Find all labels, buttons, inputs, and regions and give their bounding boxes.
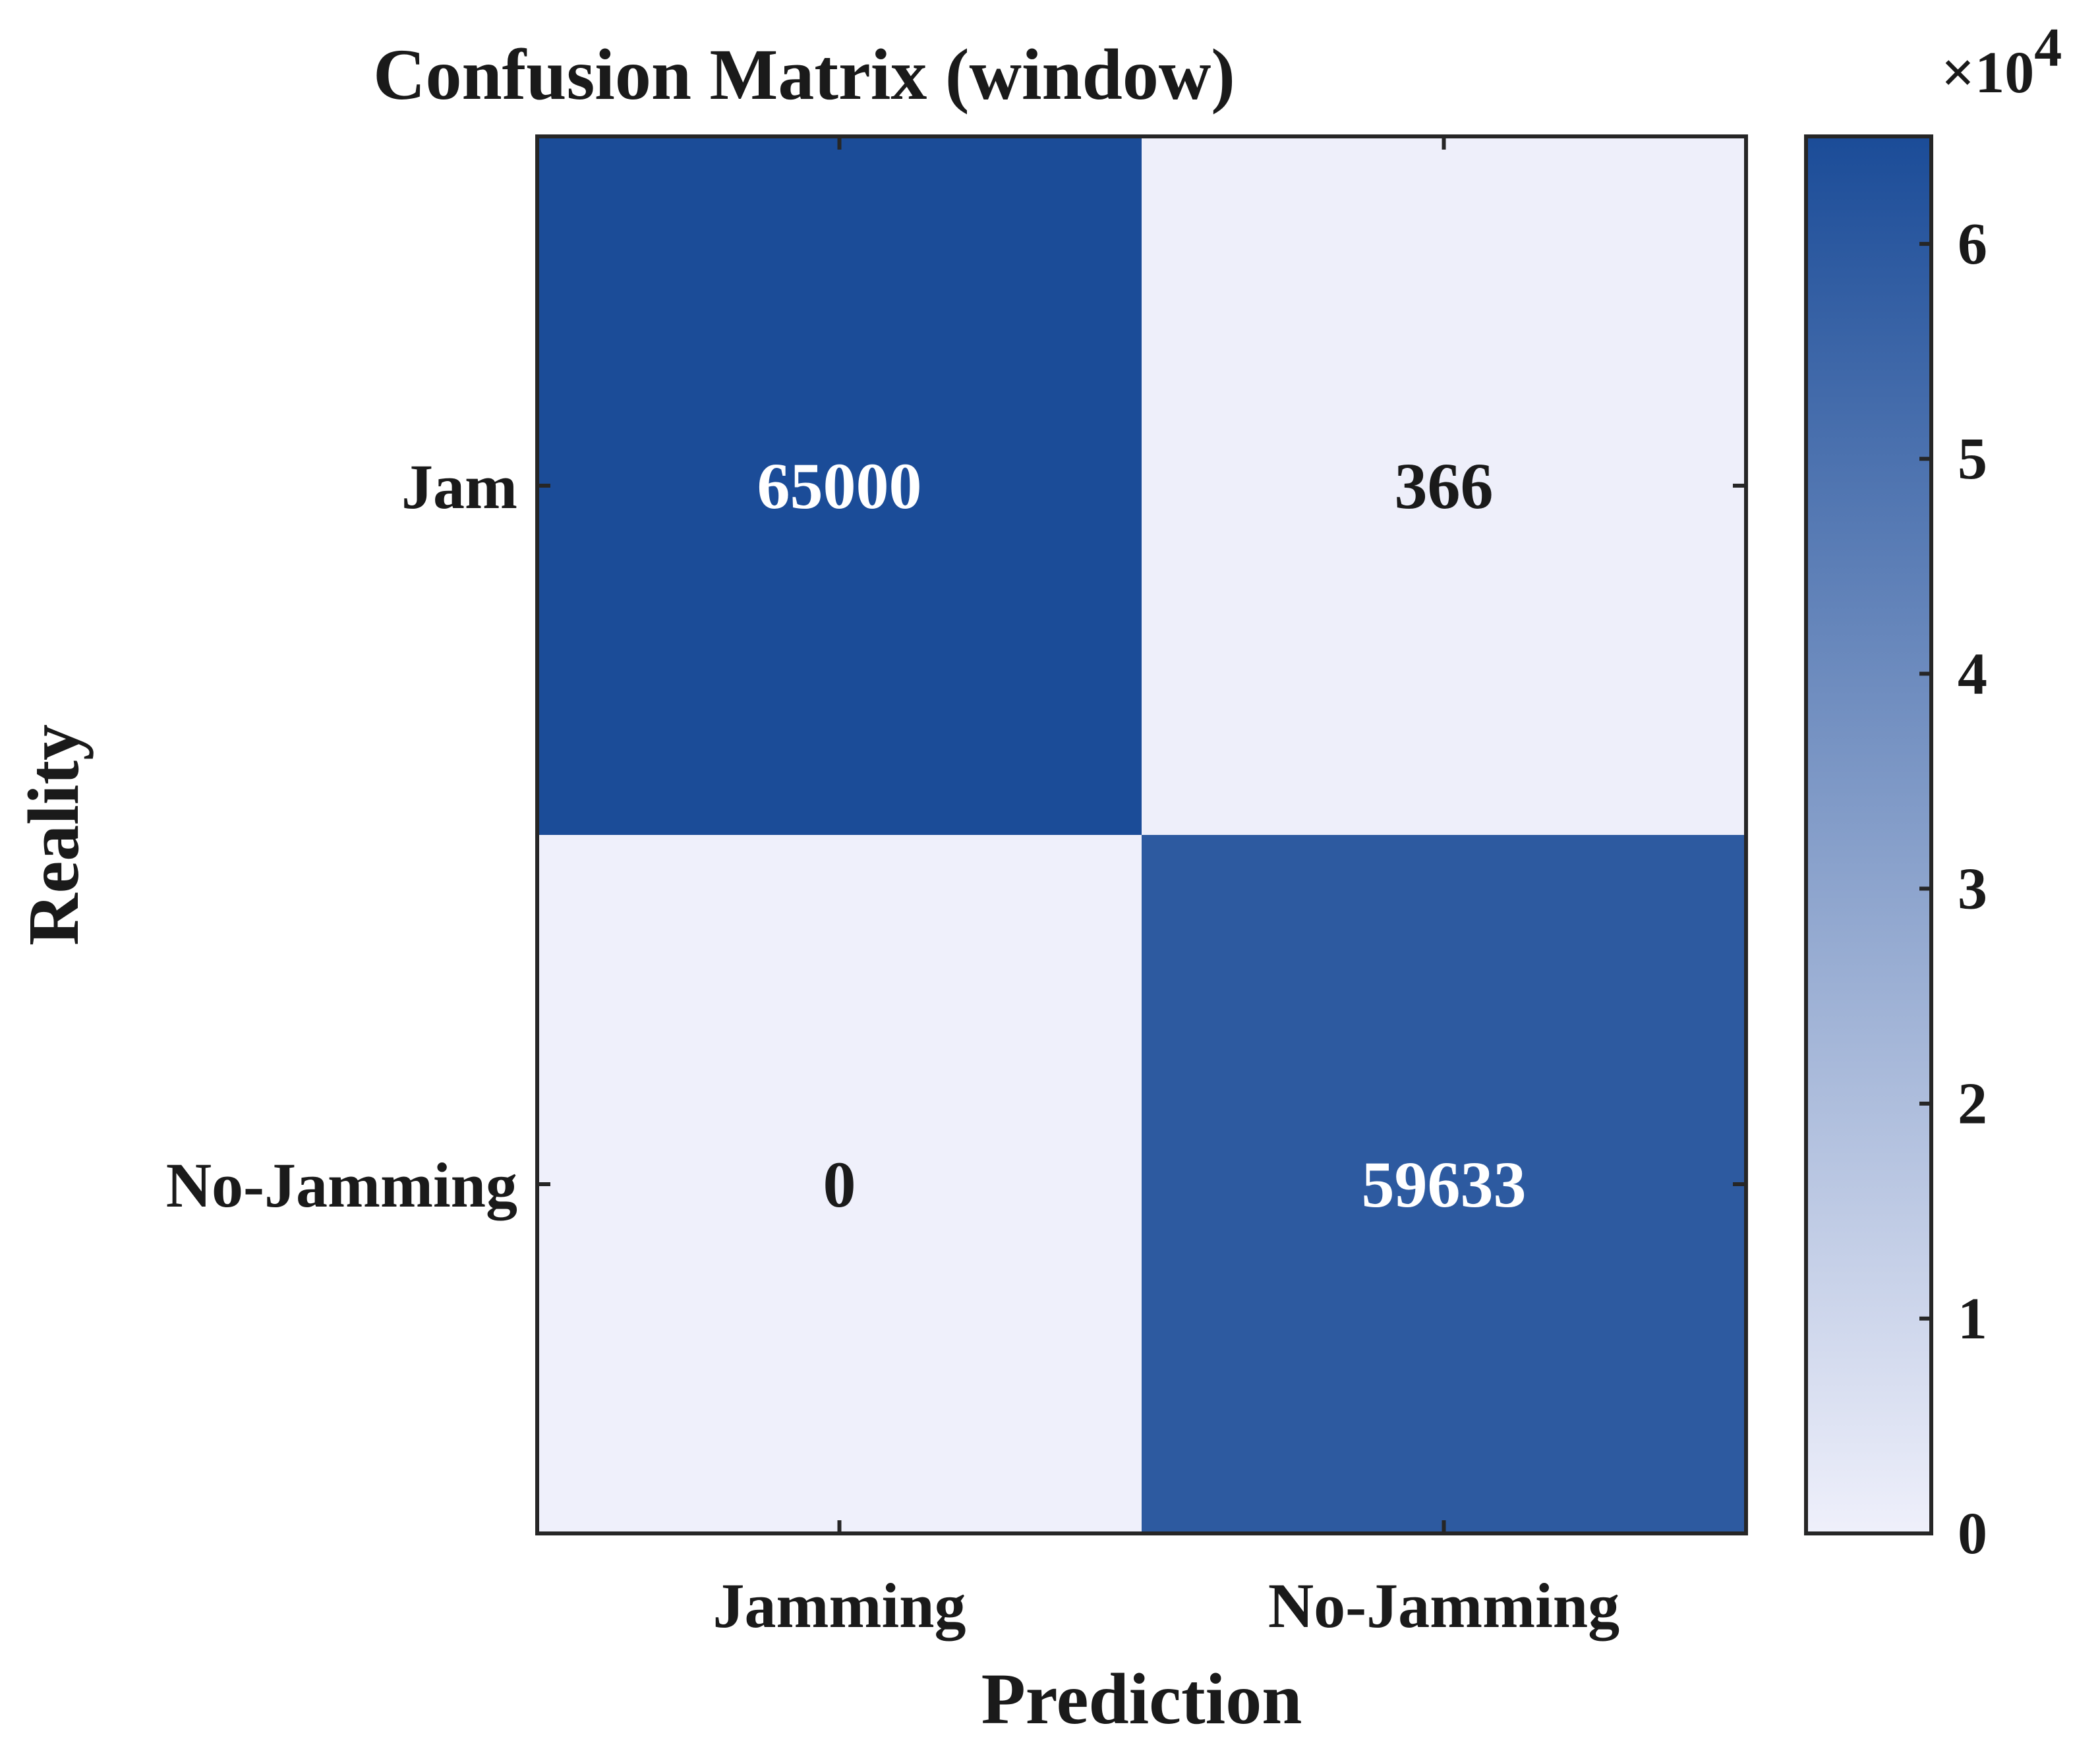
colorbar-multiplier-base: ×10	[1941, 40, 2034, 105]
colorbar-multiplier: ×104	[1941, 17, 2062, 105]
y-tick-label-1: No-Jamming	[166, 1150, 517, 1220]
colorbar-tick-labels: 0 1 2 3 4 5 6	[1958, 212, 1987, 1566]
heatmap-cell-1-0	[537, 835, 1142, 1533]
x-axis-label: Prediction	[981, 1659, 1302, 1739]
y-tick-label-0: Jam	[401, 451, 517, 522]
heatmap-cell-value-0-1: 366	[1395, 449, 1494, 523]
heatmap-cell-value-1-0: 0	[823, 1148, 856, 1221]
colorbar-tick-label-3: 3	[1958, 857, 1987, 922]
heatmap-cell-0-0	[537, 136, 1142, 835]
heatmap-cell-0-1	[1142, 136, 1746, 835]
y-axis-label: Reality	[13, 724, 94, 946]
colorbar-tick-label-4: 4	[1958, 641, 1987, 706]
colorbar-tick-label-5: 5	[1958, 426, 1987, 492]
colorbar-ticks	[1919, 242, 1931, 1535]
x-tick-label-0: Jamming	[713, 1570, 966, 1641]
y-tick-labels: Jam No-Jamming	[166, 451, 517, 1220]
colorbar-tick-label-1: 1	[1958, 1286, 1987, 1352]
colorbar-multiplier-exponent: 4	[2034, 17, 2062, 78]
x-tick-labels: Jamming No-Jamming	[713, 1570, 1620, 1641]
heatmap-cell-value-0-0: 65000	[757, 449, 922, 523]
axis-ticks	[537, 136, 1746, 1533]
x-tick-label-1: No-Jamming	[1268, 1570, 1619, 1641]
heatmap-cell-labels: 65000 366 0 59633	[757, 449, 1527, 1221]
colorbar-frame	[1804, 134, 1933, 1535]
heatmap-cells	[537, 136, 1746, 1533]
colorbar-tick-label-2: 2	[1958, 1072, 1987, 1137]
colorbar	[1806, 136, 1931, 1533]
plot-frame	[535, 134, 1748, 1535]
colorbar-tick-label-0: 0	[1958, 1501, 1987, 1566]
heatmap-cell-value-1-1: 59633	[1362, 1148, 1527, 1221]
heatmap-cell-1-1	[1142, 835, 1746, 1533]
chart-title: Confusion Matrix (window)	[373, 34, 1235, 115]
colorbar-tick-label-6: 6	[1958, 212, 1987, 277]
